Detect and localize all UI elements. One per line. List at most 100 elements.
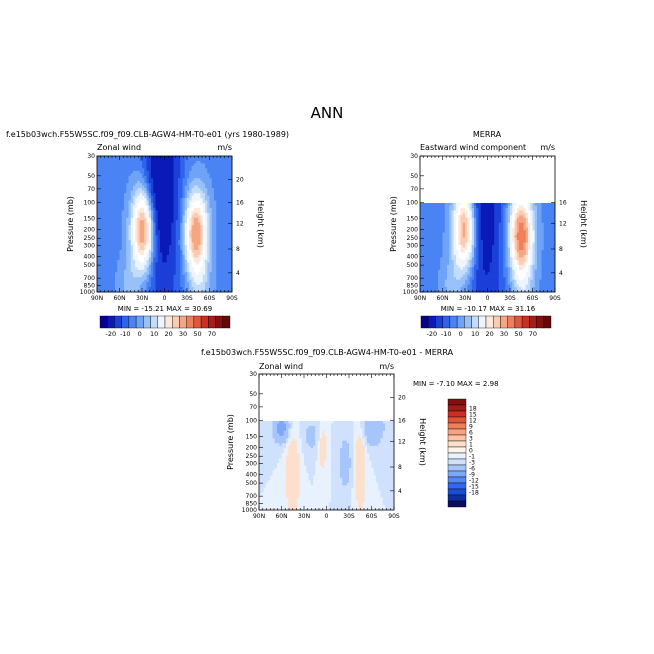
heatmap-cell — [214, 168, 217, 172]
heatmap-cell — [137, 254, 141, 258]
heatmap-cell — [478, 282, 482, 285]
heatmap-cell — [442, 249, 446, 253]
heatmap-cell — [166, 225, 170, 229]
heatmap-cell — [478, 205, 482, 209]
heatmap-cell — [126, 173, 129, 177]
heatmap-cell — [503, 235, 506, 238]
heatmap-cell — [505, 205, 509, 209]
heatmap-cell — [108, 180, 111, 184]
heatmap-cell — [438, 262, 441, 266]
heatmap-cell — [229, 269, 233, 273]
heatmap-cell — [101, 175, 105, 179]
heatmap-cell — [144, 274, 147, 278]
heatmap-cell — [184, 220, 188, 224]
heatmap-cell — [198, 163, 201, 167]
heatmap-cell — [218, 173, 222, 177]
heatmap-cell — [426, 289, 430, 293]
heatmap-cell — [474, 277, 477, 281]
heatmap-cell — [483, 272, 486, 276]
heatmap-cell — [101, 210, 105, 214]
heatmap-cell — [142, 202, 145, 206]
heatmap-cell — [142, 217, 145, 221]
heatmap-cell — [121, 242, 125, 246]
heatmap-cell — [117, 262, 120, 266]
heatmap-cell — [496, 210, 500, 214]
heatmap-cell — [117, 183, 120, 187]
heatmap-cell — [126, 287, 129, 290]
heatmap-cell — [209, 249, 213, 253]
heatmap-cell — [462, 249, 466, 253]
heatmap-cell — [103, 210, 107, 214]
heatmap-cell — [164, 222, 168, 226]
heatmap-cell — [173, 160, 177, 164]
heatmap-cell — [187, 212, 190, 216]
heatmap-cell — [462, 237, 466, 241]
heatmap-cell — [193, 272, 197, 276]
heatmap-cell — [211, 252, 215, 256]
heatmap-cell — [209, 175, 213, 179]
heatmap-cell — [184, 242, 188, 246]
heatmap-cell — [157, 225, 161, 229]
heatmap-cell — [207, 257, 210, 261]
heatmap-cell — [442, 202, 446, 206]
heatmap-cell — [460, 242, 464, 246]
heatmap-cell — [162, 252, 165, 256]
heatmap-cell — [187, 205, 190, 209]
heatmap-cell — [494, 230, 497, 234]
heatmap-cell — [130, 193, 134, 196]
heatmap-cell — [128, 237, 132, 241]
heatmap-cell — [483, 247, 486, 251]
heatmap-cell — [130, 277, 134, 281]
heatmap-cell — [501, 259, 504, 263]
heatmap-cell — [106, 227, 109, 231]
heatmap-cell — [97, 195, 100, 199]
heatmap-cell — [420, 279, 423, 283]
heatmap-cell — [162, 198, 165, 201]
heatmap-cell — [218, 232, 222, 236]
heatmap-cell — [155, 207, 159, 211]
heatmap-cell — [467, 207, 470, 211]
heatmap-cell — [124, 200, 127, 204]
heatmap-cell — [162, 156, 165, 159]
heatmap-cell — [155, 267, 159, 271]
heatmap-cell — [173, 183, 177, 187]
heatmap-cell — [220, 207, 224, 211]
heatmap-cell — [205, 168, 208, 172]
heatmap-cell — [135, 198, 138, 201]
heatmap-cell — [175, 289, 179, 293]
heatmap-cell — [175, 284, 179, 288]
heatmap-cell — [106, 269, 109, 273]
heatmap-cell — [162, 170, 165, 174]
heatmap-cell — [178, 254, 181, 258]
heatmap-cell — [451, 272, 455, 276]
heatmap-cell — [510, 264, 513, 268]
heatmap-cell — [440, 217, 443, 221]
heatmap-cell — [169, 195, 172, 199]
heatmap-cell — [144, 225, 147, 229]
heatmap-cell — [146, 262, 150, 266]
heatmap-cell — [431, 269, 434, 273]
heatmap-cell — [191, 156, 195, 159]
heatmap-cell — [193, 267, 197, 271]
heatmap-cell — [128, 284, 132, 288]
heatmap-cell — [442, 252, 446, 256]
heatmap-cell — [467, 225, 470, 229]
heatmap-cell — [151, 180, 154, 184]
heatmap-cell — [106, 215, 109, 219]
heatmap-cell — [447, 279, 450, 283]
heatmap-cell — [184, 202, 188, 206]
heatmap-cell — [103, 193, 107, 196]
heatmap-cell — [142, 163, 145, 167]
heatmap-cell — [220, 282, 224, 285]
heatmap-cell — [162, 232, 165, 236]
heatmap-cell — [108, 232, 111, 236]
heatmap-cell — [467, 257, 470, 261]
heatmap-cell — [462, 289, 466, 293]
heatmap-cell — [426, 259, 430, 263]
heatmap-cell — [480, 207, 484, 211]
heatmap-cell — [218, 195, 222, 199]
heatmap-cell — [209, 163, 213, 167]
heatmap-cell — [216, 227, 219, 231]
heatmap-cell — [115, 185, 118, 189]
heatmap-cell — [444, 287, 448, 290]
